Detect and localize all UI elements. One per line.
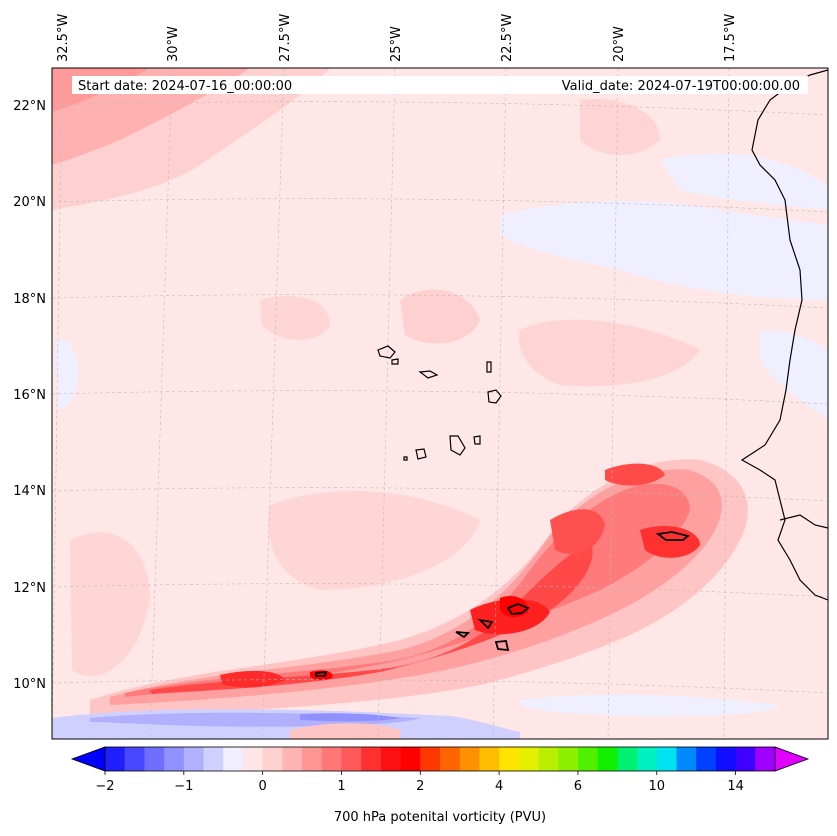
latitude-labels: 22°N 20°N 18°N 16°N 14°N 12°N 10°N: [13, 99, 46, 692]
colorbar-swatch: [242, 747, 264, 771]
colorbar-tick-label: 1: [337, 779, 345, 794]
colorbar-swatch: [282, 747, 303, 771]
lat-label: 22°N: [13, 99, 46, 114]
colorbar-swatch: [715, 747, 737, 771]
date-banner: [72, 76, 808, 94]
colorbar-swatch: [440, 747, 461, 771]
colorbar-swatch: [518, 747, 540, 771]
lat-label: 18°N: [13, 292, 46, 307]
lon-label: 22.5°W: [500, 14, 515, 62]
colorbar-swatch: [321, 747, 343, 771]
colorbar-tick-label: 4: [495, 779, 503, 794]
colorbar-swatch: [420, 747, 441, 771]
colorbar-tick-label: 0: [259, 779, 267, 794]
lon-label: 20°W: [612, 26, 627, 62]
lat-label: 20°N: [13, 195, 46, 210]
lon-label: 17.5°W: [723, 14, 738, 62]
colorbar-swatch: [637, 747, 658, 771]
colorbar-swatch: [223, 747, 244, 771]
colorbar-tick-label: 2: [416, 779, 424, 794]
cape-verde-islands: [377, 345, 502, 461]
colorbar-swatch: [577, 747, 599, 771]
valid-date-label: Valid_date: 2024-07-19T00:00:00.00: [562, 79, 800, 94]
colorbar-swatch: [164, 747, 185, 771]
colorbar-swatch: [341, 747, 362, 771]
start-date-label: Start date: 2024-07-16_00:00:00: [78, 79, 292, 94]
colorbar-swatch: [676, 747, 697, 771]
lon-label: 32.5°W: [56, 14, 71, 62]
colorbar-swatch: [262, 747, 283, 771]
colorbar-swatch: [597, 747, 618, 771]
colorbar-swatch: [144, 747, 165, 771]
colorbar: −2 −1 0 1 2 4 6 10 14 700 hPa potenital vorticit…: [70, 746, 810, 825]
colorbar-swatch: [479, 747, 500, 771]
colorbar-swatch: [361, 747, 382, 771]
lat-label: 14°N: [13, 484, 46, 499]
colorbar-swatch: [459, 747, 481, 771]
colorbar-max-arrow: [774, 746, 810, 772]
colorbar-tick-label: 10: [648, 779, 665, 794]
colorbar-swatch: [380, 747, 402, 771]
colorbar-swatch: [617, 747, 638, 771]
colorbar-swatch: [400, 747, 421, 771]
colorbar-min-arrow: [70, 746, 106, 772]
colorbar-swatch: [105, 747, 126, 771]
lat-label: 12°N: [13, 581, 46, 596]
colorbar-swatch: [735, 747, 756, 771]
graticule: [52, 68, 828, 739]
colorbar-tick-label: −2: [95, 779, 114, 794]
lon-label: 27.5°W: [278, 14, 293, 62]
colorbar-swatch: [183, 747, 205, 771]
lat-label: 10°N: [13, 677, 46, 692]
colorbar-tick-label: −1: [174, 779, 193, 794]
lat-label: 16°N: [13, 388, 46, 403]
coastline: [740, 69, 828, 601]
colorbar-swatch: [656, 747, 678, 771]
colorbar-swatch: [558, 747, 579, 771]
colorbar-swatch: [538, 747, 559, 771]
colorbar-label: 700 hPa potenital vorticity (PVU): [334, 810, 546, 825]
colorbar-tick-label: 14: [727, 779, 744, 794]
longitude-labels: 32.5°W 30°W 27.5°W 25°W 22.5°W 20°W 17.5…: [56, 14, 738, 62]
colorbar-swatch: [755, 747, 776, 771]
colorbar-swatch: [499, 747, 520, 771]
colorbar-swatch: [696, 747, 717, 771]
lon-label: 30°W: [166, 26, 181, 62]
colorbar-tick-label: 6: [574, 779, 582, 794]
pv-field: [52, 68, 828, 739]
map-frame: [51, 67, 829, 740]
colorbar-swatch: [203, 747, 224, 771]
colorbar-swatch: [124, 747, 146, 771]
contour-lines: [315, 531, 690, 677]
colorbar-swatch: [302, 747, 323, 771]
lon-label: 25°W: [389, 26, 404, 62]
